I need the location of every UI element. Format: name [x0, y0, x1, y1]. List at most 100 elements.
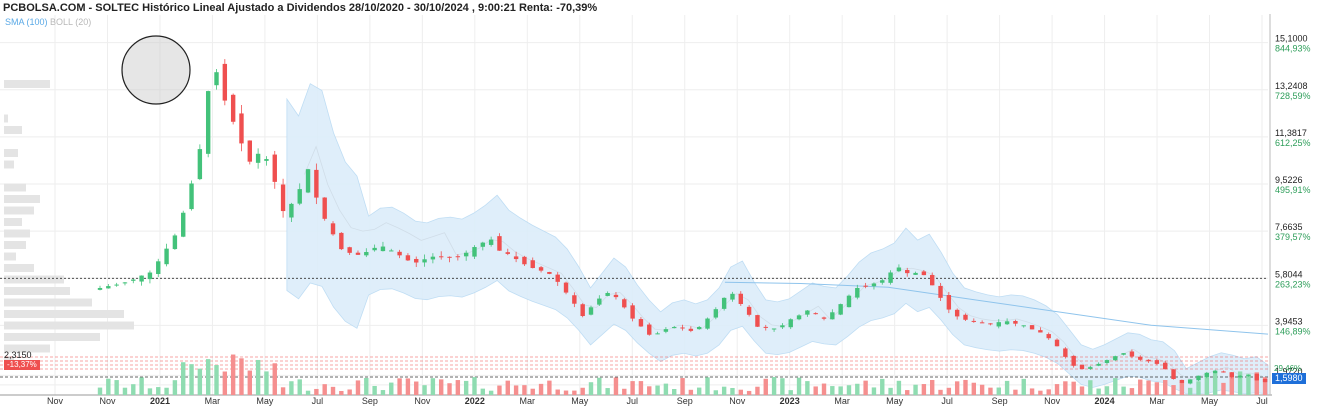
volume-bar: [572, 390, 577, 395]
candle-body: [1262, 378, 1268, 383]
y-pct-label: 146,89%: [1275, 326, 1311, 336]
candle-body: [1129, 351, 1135, 357]
volume-bar: [530, 388, 535, 395]
sma-path: [724, 281, 1269, 335]
candle-body: [1088, 367, 1093, 369]
volume-bar: [1237, 371, 1243, 395]
volume-bar: [139, 377, 144, 395]
candle-body: [821, 317, 827, 319]
candle-body: [838, 304, 843, 315]
y-tick-label: 13,2408: [1275, 81, 1308, 91]
candle-body: [705, 318, 710, 329]
candle-body: [880, 280, 885, 283]
volume-bar: [497, 385, 502, 395]
candle-body: [139, 275, 144, 282]
volume-bar: [1187, 387, 1193, 395]
candle-body: [921, 271, 927, 276]
volume-bar: [255, 359, 261, 395]
candle-body: [547, 271, 552, 274]
volume-profile-bar: [4, 80, 50, 88]
volume-bar: [1038, 390, 1043, 395]
candle-body: [805, 310, 810, 315]
x-tick-label: Sep: [362, 396, 378, 406]
volume-bar: [746, 390, 752, 395]
volume-bar: [938, 389, 943, 395]
volume-bar: [1171, 385, 1176, 395]
volume-bar: [721, 386, 727, 395]
left-pct-value: -13,37%: [7, 360, 37, 369]
volume-bar: [488, 390, 494, 395]
candle-body: [1113, 356, 1118, 361]
volume-bar: [846, 385, 852, 395]
volume-bar: [946, 387, 952, 395]
candle-body: [239, 113, 244, 144]
x-tick-label: Mar: [1149, 396, 1165, 406]
candle-body: [297, 189, 302, 204]
x-tick-label: Jul: [1256, 396, 1268, 406]
volume-bar: [214, 365, 219, 395]
y-pct-label: 379,57%: [1275, 232, 1311, 242]
x-tick-label: 2021: [150, 396, 170, 406]
candle-body: [971, 320, 977, 322]
candle-body: [189, 183, 194, 210]
volume-bar: [505, 380, 510, 395]
candle-body: [605, 292, 610, 296]
volume-profile-bar: [4, 229, 30, 238]
volume-bar: [880, 378, 885, 395]
left-pct-badge: -13,37%: [4, 360, 40, 370]
candle-body: [364, 252, 369, 256]
candle-body: [930, 275, 935, 286]
volume-bar: [888, 387, 893, 395]
x-tick-label: May: [1201, 396, 1219, 406]
volume-bar: [638, 381, 644, 395]
volume-bar: [230, 354, 236, 395]
candle-body: [1004, 321, 1010, 325]
volume-bar: [971, 382, 977, 395]
volume-bar: [280, 387, 286, 395]
candle-body: [205, 91, 211, 154]
volume-bar: [455, 380, 461, 395]
candle-body: [938, 285, 943, 298]
volume-bar: [655, 385, 660, 395]
candle-body: [1071, 355, 1076, 366]
candle-body: [1221, 371, 1226, 373]
x-tick-label: Jul: [627, 396, 639, 406]
volume-bar: [896, 380, 902, 395]
candle-body: [422, 259, 427, 263]
candle-body: [738, 293, 743, 304]
candle-body: [430, 256, 436, 260]
volume-profile-bar: [4, 195, 40, 203]
volume-bar: [1146, 380, 1151, 395]
volume-profile-bar: [4, 206, 34, 215]
volume-bar: [696, 387, 702, 395]
legend-boll[interactable]: BOLL (20): [50, 17, 92, 27]
volume-bar: [430, 378, 436, 395]
volume-bar: [580, 387, 585, 395]
volume-bar: [954, 381, 960, 395]
y-pct-label: 844,93%: [1275, 44, 1311, 54]
volume-bar: [131, 384, 136, 395]
volume-bar: [1096, 388, 1101, 395]
volume-bar: [1113, 378, 1118, 395]
candle-body: [771, 328, 777, 330]
volume-bar: [597, 377, 602, 395]
volume-bar: [555, 389, 560, 395]
x-tick-label: May: [571, 396, 589, 406]
volume-profile-bar: [4, 287, 70, 295]
candle-body: [289, 203, 294, 218]
candle-body: [372, 247, 377, 251]
volume-profile-bar: [4, 310, 124, 318]
volume-bar: [988, 387, 993, 395]
volume-bar: [1229, 372, 1234, 395]
x-tick-label: 2023: [780, 396, 800, 406]
y-tick-label: 1,9720: [1275, 366, 1303, 376]
volume-bar: [439, 379, 444, 395]
legend-sma[interactable]: SMA (100): [5, 17, 48, 27]
candle-body: [888, 272, 893, 283]
volume-bar: [181, 362, 186, 395]
volume-bar: [821, 383, 827, 395]
volume-bar: [871, 387, 877, 395]
volume-bar: [1071, 381, 1076, 395]
candle-body: [405, 255, 411, 261]
